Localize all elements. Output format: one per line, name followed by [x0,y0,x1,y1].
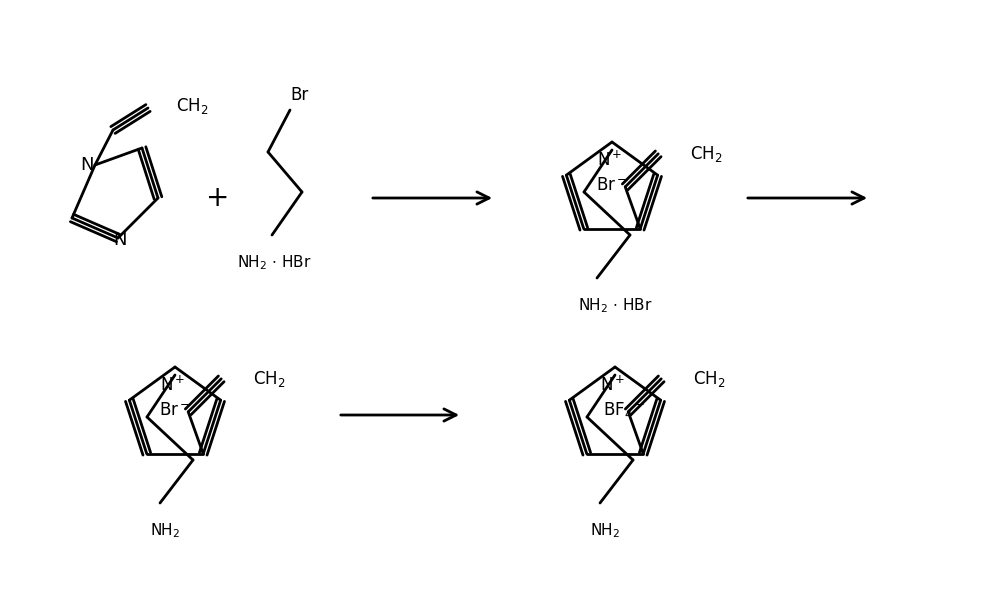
Text: CH$_2$: CH$_2$ [253,369,286,389]
Text: N$^+$: N$^+$ [600,375,626,395]
Text: CH$_2$: CH$_2$ [693,369,726,389]
Text: CH$_2$: CH$_2$ [176,96,209,116]
Text: BF$_4$$^-$: BF$_4$$^-$ [603,400,645,420]
Text: NH$_2$ $\cdot$ HBr: NH$_2$ $\cdot$ HBr [237,254,311,272]
Text: Br$^-$: Br$^-$ [159,401,190,419]
Text: N: N [80,156,94,174]
Text: N$^+$: N$^+$ [597,150,623,170]
Text: N$^+$: N$^+$ [160,375,186,395]
Text: N: N [113,231,127,249]
Text: +: + [206,184,230,212]
Text: CH$_2$: CH$_2$ [690,144,723,164]
Text: Br: Br [291,86,309,104]
Text: NH$_2$ $\cdot$ HBr: NH$_2$ $\cdot$ HBr [578,297,652,315]
Text: Br$^-$: Br$^-$ [596,176,627,194]
Text: NH$_2$: NH$_2$ [590,522,620,541]
Text: NH$_2$: NH$_2$ [150,522,180,541]
